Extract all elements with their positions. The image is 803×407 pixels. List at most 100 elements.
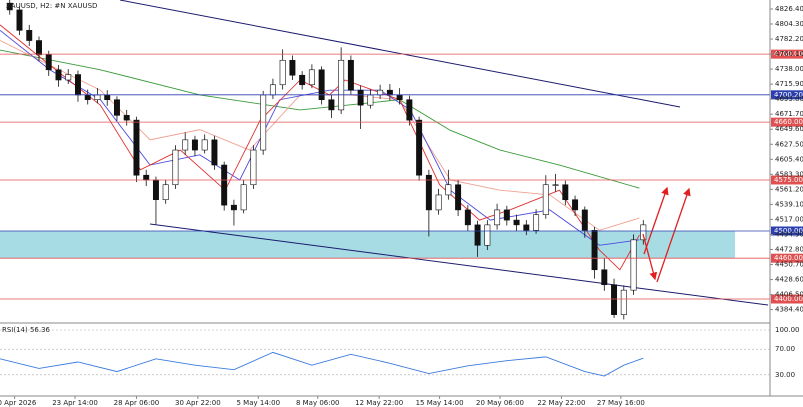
rsi-tick-label: 70.00 — [775, 345, 795, 353]
x-tick-label: 28 Apr 06:00 — [114, 399, 160, 407]
candle-body — [201, 139, 208, 151]
level-label: 4575.00 — [774, 176, 803, 184]
x-tick-label: 20 Apr 2026 — [0, 399, 37, 407]
arrow-up — [643, 186, 669, 255]
candle-body — [464, 209, 471, 226]
candle-body — [396, 94, 403, 101]
rsi-tick-label: 30.00 — [775, 371, 795, 379]
x-tick-label: 5 May 14:00 — [237, 399, 281, 407]
level-label: 4660.00 — [774, 118, 803, 126]
y-tick-label: 4738.00 — [775, 65, 803, 73]
y-tick-label: 4472.80 — [775, 245, 803, 253]
candle-body — [552, 184, 559, 186]
candle-body — [113, 99, 120, 116]
candle-body — [347, 59, 354, 91]
candle-body — [6, 2, 13, 11]
x-tick-label: 15 May 14:00 — [416, 399, 464, 407]
candle-body — [406, 99, 413, 121]
x-tick-label: 22 May 22:00 — [537, 399, 585, 407]
candle-body — [611, 284, 618, 315]
candle-body — [425, 174, 432, 211]
y-tick-label: 4406.50 — [775, 291, 803, 299]
level-label-box — [771, 253, 803, 263]
candle-body — [133, 119, 140, 176]
y-tick-label: 4384.40 — [775, 306, 803, 314]
candle-body — [230, 204, 237, 211]
candle-body — [386, 89, 393, 96]
y-tick-label: 4804.30 — [775, 20, 803, 28]
y-tick-label: 4450.70 — [775, 261, 803, 269]
trend-line — [119, 0, 681, 108]
candle-body — [104, 94, 111, 101]
candle-body — [484, 224, 491, 246]
candle-body — [581, 209, 588, 231]
y-tick-label: 4826.40 — [775, 5, 803, 13]
candle-body — [591, 230, 598, 271]
candle-body — [630, 239, 637, 291]
candle-body — [474, 224, 481, 246]
rsi-tick-label: 100.00 — [775, 326, 800, 334]
candle-body — [542, 184, 549, 215]
trend-line — [149, 223, 769, 306]
x-tick-label: 23 Apr 14:00 — [52, 399, 98, 407]
candle-body — [445, 184, 452, 196]
candle-body — [318, 69, 325, 101]
candle-body — [513, 219, 520, 226]
candle-body — [357, 89, 364, 106]
candle-body — [36, 40, 42, 56]
candle-body — [562, 184, 569, 201]
candle-body — [455, 184, 462, 211]
candle-body — [338, 59, 345, 111]
candle-body — [640, 224, 647, 241]
rsi-line — [0, 351, 644, 377]
level-label-box — [771, 226, 803, 236]
candle-body — [533, 214, 540, 231]
level-label: 4460.00 — [774, 254, 803, 262]
candle-body — [143, 174, 150, 181]
candle-body — [435, 194, 442, 211]
y-tick-label: 4539.10 — [775, 200, 803, 208]
level-label-box — [771, 117, 803, 127]
candle-body — [279, 59, 286, 86]
y-tick-label: 4517.00 — [775, 215, 803, 223]
candle-body — [221, 164, 228, 206]
candle-body — [211, 139, 218, 166]
y-tick-label: 4583.30 — [775, 170, 803, 178]
candle-body — [572, 199, 579, 211]
candle-body — [269, 84, 276, 96]
x-tick-label: 27 May 16:00 — [597, 399, 645, 407]
candle-body — [494, 209, 501, 226]
candle-body — [123, 115, 130, 121]
y-tick-label: 4494.90 — [775, 230, 803, 238]
candle-body — [26, 30, 33, 41]
y-tick-label: 4561.20 — [775, 185, 803, 193]
candle-body — [182, 139, 189, 151]
level-label-box — [771, 90, 803, 100]
candle-body — [328, 99, 335, 111]
level-label: 4500.00 — [774, 227, 803, 235]
candle-body — [45, 54, 52, 71]
x-tick-label: 20 May 06:00 — [476, 399, 524, 407]
candle-body — [162, 184, 169, 201]
y-tick-label: 4715.90 — [775, 80, 803, 88]
candle-body — [250, 149, 257, 186]
y-tick-label: 4693.80 — [775, 95, 803, 103]
candle-body — [172, 149, 179, 186]
level-label-box — [771, 294, 803, 304]
candle-body — [152, 179, 159, 201]
level-label-box — [771, 175, 803, 185]
x-tick-label: 30 Apr 22:00 — [175, 399, 221, 407]
x-tick-label: 8 May 06:00 — [296, 399, 340, 407]
candle-body — [65, 74, 72, 81]
y-tick-label: 4605.40 — [775, 155, 803, 163]
candle-body — [84, 94, 91, 101]
level-label: 4700.20 — [774, 91, 803, 99]
symbol-header: XAUUSD, H2: #N XAUUSD — [6, 2, 97, 10]
level-label: 4400.00 — [774, 295, 803, 303]
candle-body — [416, 119, 423, 176]
y-tick-label: 4782.20 — [775, 35, 803, 43]
candle-body — [601, 269, 608, 286]
candle-body — [55, 69, 62, 81]
candle-body — [377, 89, 384, 96]
